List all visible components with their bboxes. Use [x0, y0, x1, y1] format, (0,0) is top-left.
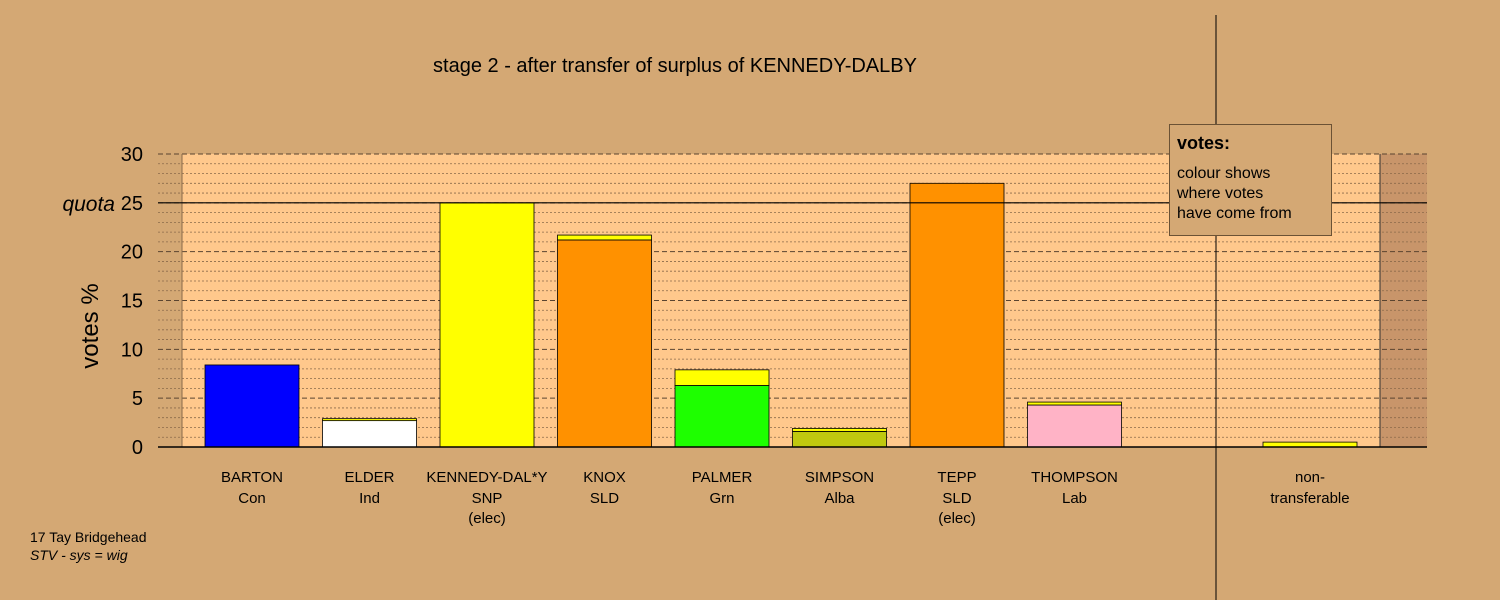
quota-label: quota — [62, 193, 115, 216]
candidate-party-label: SLD — [590, 490, 619, 507]
candidate-name-label: BARTON — [221, 469, 283, 486]
y-tick-label: 0 — [132, 437, 143, 459]
voting-system: STV - sys = wig — [30, 547, 128, 563]
candidate-name-label: PALMER — [692, 469, 753, 486]
y-tick-label: 20 — [121, 242, 143, 264]
bar-knox-segment-1 — [557, 234, 652, 241]
legend-title: votes: — [1177, 133, 1231, 153]
y-tick-label: 15 — [121, 291, 143, 313]
y-tick-label: 25 — [121, 193, 143, 215]
candidate-party-label: SLD — [942, 490, 971, 507]
bar-barton-segment-0 — [204, 364, 300, 448]
bars — [204, 182, 1358, 448]
candidate-status-label: (elec) — [468, 510, 506, 527]
bar-thompson-segment-0 — [1027, 404, 1122, 448]
nontransferable-area — [1380, 154, 1427, 447]
bar-elder-segment-1 — [322, 418, 417, 422]
x-labels: BARTON Con ELDER Ind KENNEDY-DAL*Y SNP (elec) K… — [221, 469, 1350, 527]
candidate-party-label: Ind — [359, 490, 380, 507]
bar-palmer-segment-0 — [674, 385, 770, 448]
y-tick-label: 10 — [121, 339, 143, 361]
constituency-name: 17 Tay Bridgehead — [30, 529, 147, 545]
candidate-name-label: SIMPSON — [805, 469, 874, 486]
bar-kennedydaly-segment-0 — [439, 202, 535, 448]
nontransferable-label: non- — [1295, 469, 1325, 486]
candidate-status-label: (elec) — [938, 510, 976, 527]
candidate-name-label: KNOX — [583, 469, 626, 486]
candidate-party-label: Alba — [824, 490, 855, 507]
candidate-name-label: ELDER — [344, 469, 394, 486]
y-tick-label: 30 — [121, 144, 143, 166]
candidate-party-label: Con — [238, 490, 266, 507]
bar-palmer-segment-1 — [674, 369, 770, 386]
y-axis-label: votes % — [77, 283, 104, 368]
bar-knox-segment-0 — [557, 239, 652, 448]
candidate-party-label: Grn — [709, 490, 734, 507]
footer: 17 Tay Bridgehead STV - sys = wig — [30, 528, 147, 564]
chart-title: stage 2 - after transfer of surplus of K… — [433, 55, 917, 77]
y-tick-label: 5 — [132, 388, 143, 410]
bar-thompson-segment-1 — [1027, 401, 1122, 406]
candidate-party-label: Lab — [1062, 490, 1087, 507]
legend-text: colour shows where votes have come from — [1177, 165, 1292, 222]
candidate-party-label: SNP — [472, 490, 503, 507]
candidate-name-label: TEPP — [937, 469, 976, 486]
candidate-name-label: KENNEDY-DAL*Y — [426, 469, 547, 486]
bar-tepp-segment-0 — [909, 182, 1005, 448]
nontransferable-label-2: transferable — [1270, 490, 1349, 507]
bar-elder-segment-0 — [322, 420, 417, 448]
bar-simpson-segment-1 — [792, 428, 887, 432]
bar-simpson-segment-0 — [792, 430, 887, 448]
legend-box: votes: colour shows where votes have com… — [1169, 124, 1332, 236]
candidate-name-label: THOMPSON — [1031, 469, 1118, 486]
y-ticks: 0 5 10 15 20 25 30 — [121, 144, 143, 459]
